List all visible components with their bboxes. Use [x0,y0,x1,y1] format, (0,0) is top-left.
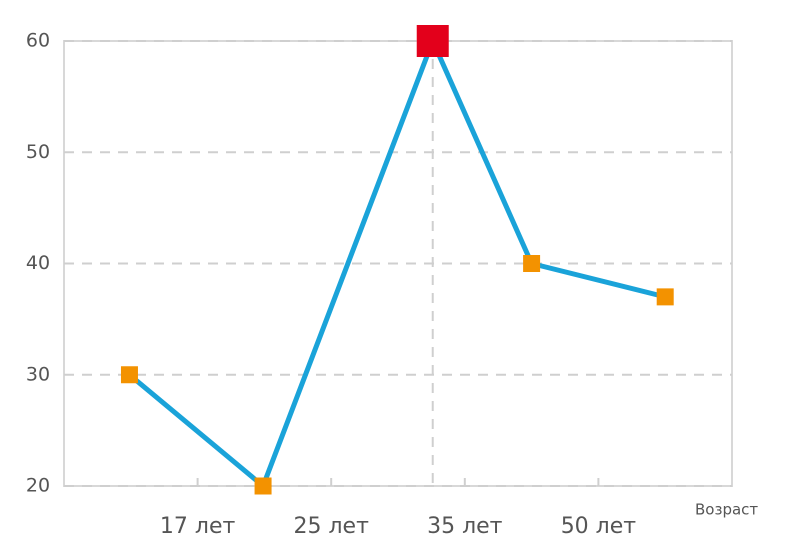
x-tick-label: 35 лет [427,514,503,539]
marker [120,366,138,384]
y-tick-label: 40 [26,252,50,274]
x-tick-label: 50 лет [561,514,637,539]
y-tick-label: 60 [26,30,50,52]
y-tick-label: 30 [26,363,50,385]
y-tick-label: 50 [26,141,50,163]
highlight-marker [416,25,449,57]
marker [523,255,541,272]
marker [656,288,674,306]
x-tick-label: 17 лет [160,514,236,539]
y-tick-label: 20 [26,475,50,497]
marker [254,477,272,495]
x-axis-label: Возраст [695,501,758,519]
x-tick-label: 25 лет [293,514,369,539]
